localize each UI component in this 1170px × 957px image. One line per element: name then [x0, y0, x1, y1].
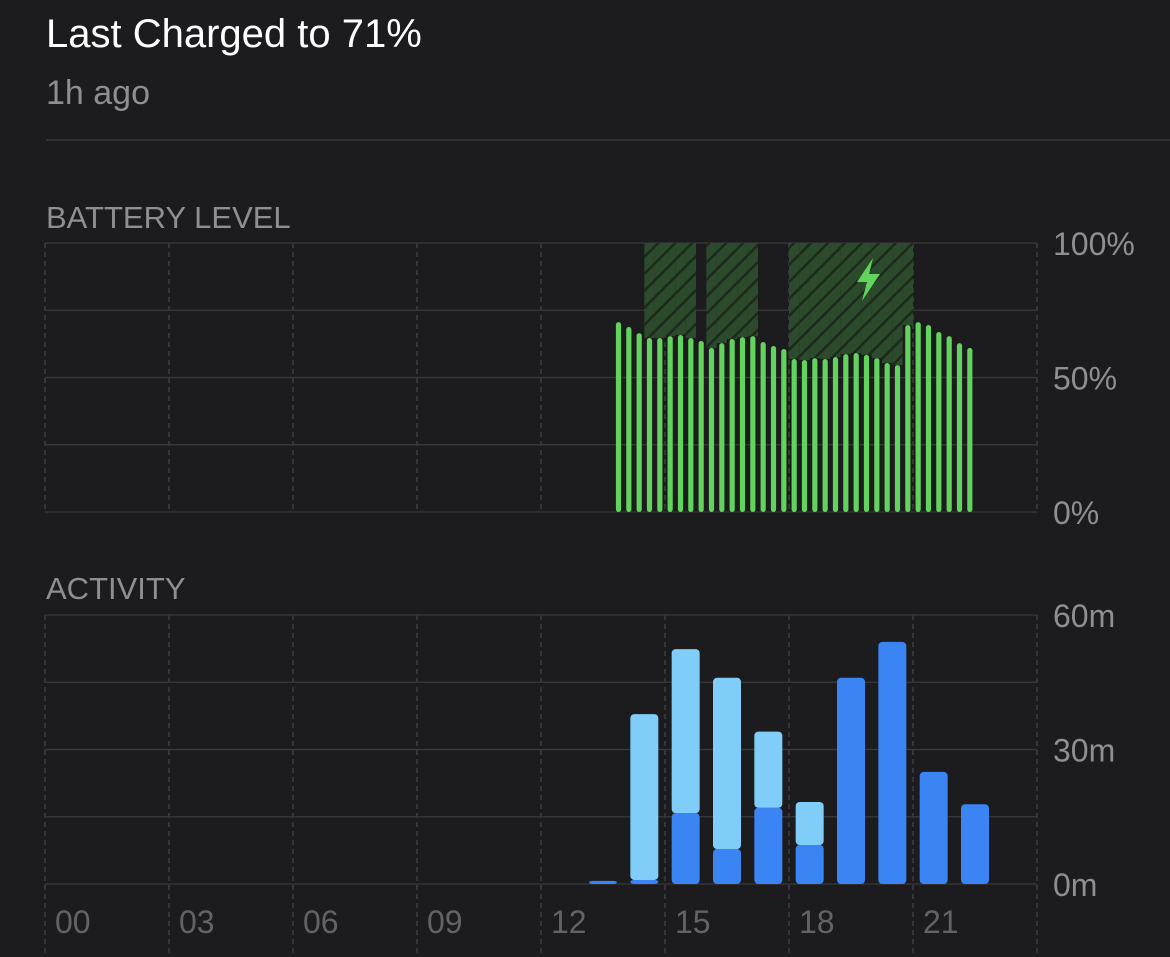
battery-bar [874, 358, 880, 512]
activity-bar [589, 880, 617, 884]
x-tick-label: 00 [55, 904, 91, 940]
battery-bar [615, 322, 622, 512]
activity-bar [713, 677, 741, 850]
activity-bar [795, 801, 824, 845]
subtitle: 1h ago [46, 74, 150, 112]
battery-bar [936, 332, 942, 512]
activity-bar [919, 771, 948, 884]
battery-bar [677, 334, 684, 512]
section-title: ACTIVITY [46, 571, 186, 606]
charging-icon [857, 258, 880, 301]
charging-hatch [644, 243, 655, 338]
battery-bar [925, 325, 932, 512]
charging-hatch [685, 243, 696, 338]
battery-bar [884, 362, 890, 512]
charging-hatch [809, 243, 820, 359]
battery-bar [750, 336, 756, 512]
y-tick-label: 0m [1053, 867, 1097, 903]
battery-bar [812, 358, 818, 512]
charging-hatch [737, 243, 748, 338]
charging-hatch [820, 243, 831, 359]
title: Last Charged to 71% [46, 12, 422, 56]
battery-bar [770, 346, 777, 512]
battery-bar [667, 336, 673, 512]
battery-bar [688, 337, 694, 512]
battery-bar [657, 337, 663, 512]
battery-bar [781, 348, 787, 512]
activity-bar [837, 677, 865, 884]
y-tick-label: 100% [1053, 226, 1135, 262]
battery-bar [646, 337, 653, 512]
battery-bar [863, 354, 870, 512]
charging-hatch [747, 243, 758, 337]
activity-bar [754, 731, 783, 808]
charging-hatch [665, 243, 676, 337]
battery-bar [843, 354, 849, 512]
charging-hatch [706, 243, 717, 348]
y-tick-label: 30m [1053, 733, 1115, 769]
activity-bar [878, 641, 907, 884]
x-tick-label: 06 [303, 904, 339, 940]
charging-hatch [675, 243, 686, 335]
battery-bar [708, 347, 715, 512]
battery-bar [832, 357, 839, 512]
activity-bar [961, 804, 989, 884]
battery-bar [698, 340, 704, 512]
y-tick-label: 0% [1053, 495, 1099, 531]
battery-bar [760, 341, 766, 512]
y-tick-label: 60m [1053, 598, 1115, 634]
battery-bar [915, 322, 921, 512]
x-tick-label: 21 [923, 904, 959, 940]
charging-hatch [861, 243, 872, 355]
battery-bar [967, 347, 973, 512]
section-title: BATTERY LEVEL [46, 200, 291, 235]
battery-bar [626, 326, 632, 512]
battery-bar [905, 325, 911, 512]
battery-bar [822, 358, 828, 512]
charging-hatch [799, 243, 810, 361]
battery-bar [946, 336, 952, 512]
activity-bar [630, 714, 659, 880]
x-tick-label: 03 [179, 904, 215, 940]
activity-bar [754, 807, 783, 884]
charging-hatch [830, 243, 841, 358]
charging-hatch [716, 243, 727, 344]
activity-bar [630, 879, 659, 884]
activity-bar [795, 844, 824, 884]
battery-bar [791, 358, 797, 512]
x-tick-label: 18 [799, 904, 835, 940]
x-tick-label: 15 [675, 904, 711, 940]
x-tick-label: 09 [427, 904, 463, 940]
charging-hatch [892, 243, 903, 366]
activity-bar [671, 649, 700, 814]
charging-hatch [727, 243, 738, 340]
charging-hatch [789, 243, 800, 359]
battery-bar [739, 337, 746, 512]
charging-hatch [851, 243, 862, 354]
battery-bar [956, 343, 963, 512]
y-tick-label: 50% [1053, 361, 1117, 397]
x-tick-label: 12 [551, 904, 587, 940]
battery-bar [894, 365, 901, 512]
charging-hatch [840, 243, 851, 355]
battery-bar [636, 333, 642, 512]
activity-bar [713, 849, 741, 884]
charging-hatch [871, 243, 882, 359]
charging-hatch [882, 243, 893, 363]
battery-bar [719, 343, 725, 512]
charging-hatch [654, 243, 665, 338]
battery-bar [853, 353, 859, 512]
battery-bar [729, 339, 735, 512]
charging-hatch [902, 243, 913, 326]
activity-bar [671, 813, 700, 884]
battery-bar [801, 360, 808, 512]
